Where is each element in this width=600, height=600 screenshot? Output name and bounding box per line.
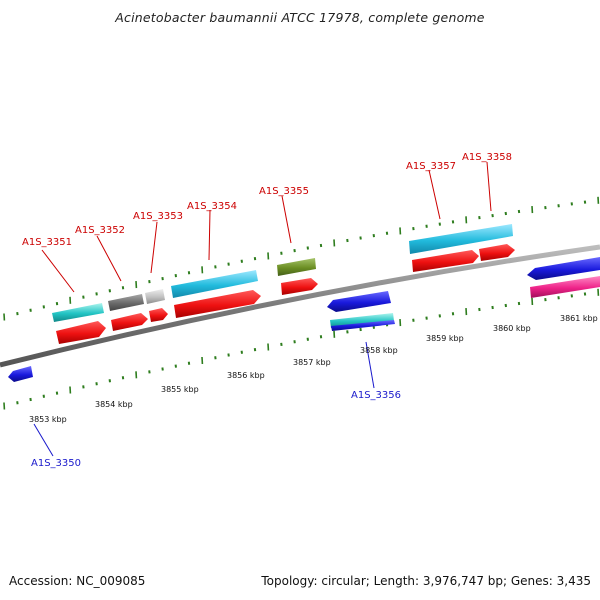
forward-strand-tick-marks: [3, 196, 600, 321]
genome-title: Acinetobacter baumannii ATCC 17978, comp…: [115, 10, 485, 25]
leader-a1s-3351: [41, 249, 75, 293]
leader-a1s-3355: [281, 195, 292, 244]
label-a1s-3355[interactable]: A1S_3355: [259, 186, 309, 197]
label-a1s-3354[interactable]: A1S_3354: [187, 201, 237, 212]
gene-a1s-3350-cds[interactable]: [8, 366, 33, 382]
gene-a1s-3357-cds[interactable]: [412, 250, 479, 272]
gene-a1s-3355-cds[interactable]: [281, 278, 318, 295]
leader-a1s-3354: [208, 209, 211, 261]
gene-a1s-3356-annotation[interactable]: [330, 313, 394, 328]
gene-features: [8, 224, 600, 382]
scale-label-3855: 3855 kbp: [161, 385, 199, 394]
label-a1s-3358[interactable]: A1S_3358: [462, 152, 512, 163]
gene-a1s-3358-cds[interactable]: [479, 244, 515, 261]
gene-a1s-3353-cds[interactable]: [149, 308, 168, 322]
scale-label-3860: 3860 kbp: [493, 324, 531, 333]
leader-a1s-3356: [365, 341, 375, 389]
gene-a1s-3356-cds[interactable]: [327, 291, 391, 312]
leader-a1s-3357: [428, 169, 441, 220]
gene-a1s-3353-annotation[interactable]: [145, 289, 165, 304]
scale-label-3858: 3858 kbp: [360, 346, 398, 355]
gene-label-leaders: [33, 161, 492, 457]
leader-a1s-3352: [96, 235, 122, 282]
gene-a1s-3357-annotation[interactable]: [409, 224, 513, 254]
label-a1s-3357[interactable]: A1S_3357: [406, 161, 456, 172]
scale-label-3857: 3857 kbp: [293, 358, 331, 367]
label-a1s-3350[interactable]: A1S_3350: [31, 458, 81, 469]
accession-text: Accession: NC_009085: [9, 574, 146, 588]
gene-a1s-3354-annotation[interactable]: [171, 270, 258, 298]
label-a1s-3352[interactable]: A1S_3352: [75, 225, 125, 236]
scale-label-3853: 3853 kbp: [29, 415, 67, 424]
gene-labels: A1S_3351 A1S_3352 A1S_3353 A1S_3354 A1S_…: [22, 152, 512, 469]
gene-a1s-3355-annotation[interactable]: [277, 258, 316, 276]
leader-a1s-3350: [33, 423, 54, 457]
gene-a1s-3351-annotation[interactable]: [52, 303, 104, 322]
gene-a1s-3352-cds[interactable]: [111, 313, 148, 331]
scale-labels: 3853 kbp 3854 kbp 3855 kbp 3856 kbp 3857…: [29, 314, 598, 424]
genome-summary-text: Topology: circular; Length: 3,976,747 bp…: [261, 574, 591, 588]
scale-label-3861: 3861 kbp: [560, 314, 598, 323]
leader-a1s-3353: [150, 221, 158, 274]
gene-a1s-3356-annotation-2[interactable]: [331, 320, 395, 331]
label-a1s-3356[interactable]: A1S_3356: [351, 390, 401, 401]
gene-right-reverse-annotation[interactable]: [530, 276, 600, 298]
gene-a1s-3354-cds[interactable]: [174, 290, 261, 318]
gene-right-reverse-cds[interactable]: [527, 257, 600, 280]
scale-label-3854: 3854 kbp: [95, 400, 133, 409]
gene-a1s-3351-cds[interactable]: [56, 321, 106, 344]
label-a1s-3351[interactable]: A1S_3351: [22, 237, 72, 248]
genome-backbone: [0, 244, 600, 368]
label-a1s-3353[interactable]: A1S_3353: [133, 211, 183, 222]
leader-a1s-3358: [486, 161, 492, 212]
scale-label-3856: 3856 kbp: [227, 371, 265, 380]
gene-a1s-3352-annotation[interactable]: [108, 294, 144, 311]
scale-label-3859: 3859 kbp: [426, 334, 464, 343]
reverse-strand-tick-marks: [3, 288, 600, 410]
